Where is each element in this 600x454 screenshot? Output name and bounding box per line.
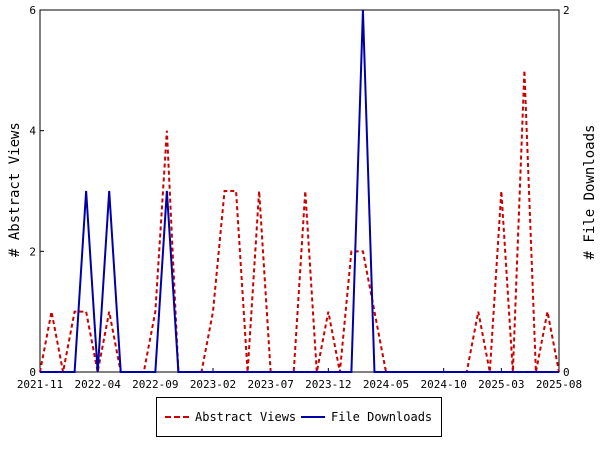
legend-item-abstract-views: Abstract Views	[165, 410, 296, 424]
y-left-axis-ticks: 0 2 4 6	[29, 4, 44, 379]
x-tick-label: 2025-08	[536, 378, 582, 391]
x-tick-label: 2024-10	[420, 378, 466, 391]
series-layer	[39, 9, 560, 373]
x-tick-label: 2023-07	[247, 378, 293, 391]
x-tick-label: 2023-02	[190, 378, 236, 391]
y-axis-left-label: # Abstract Views	[7, 122, 23, 257]
x-tick-label: 2022-09	[132, 378, 178, 391]
y-axis-right-label: # File Downloads	[582, 124, 598, 260]
legend-swatch-file-downloads	[301, 415, 325, 418]
x-tick-label: 2024-05	[363, 378, 409, 391]
y-left-tick-label: 6	[29, 4, 36, 17]
series-line-file-downloads	[40, 9, 559, 373]
x-tick-label: 2023-12	[305, 378, 351, 391]
y-left-tick-label: 2	[29, 245, 36, 258]
x-tick-label: 2022-04	[74, 378, 121, 391]
y-right-tick-label: 0	[563, 366, 570, 379]
y-right-tick-label: 2	[563, 4, 570, 17]
y-left-tick-label: 0	[29, 366, 36, 379]
x-tick-label: 2025-03	[478, 378, 524, 391]
y-right-axis-ticks: 02	[555, 4, 570, 379]
legend: Abstract Views File Downloads	[156, 397, 442, 437]
legend-swatch-abstract-views	[165, 415, 189, 418]
x-tick-label: 2021-11	[17, 378, 63, 391]
legend-label-abstract-views: Abstract Views	[195, 410, 297, 424]
legend-label-file-downloads: File Downloads	[331, 410, 433, 424]
y-left-tick-label: 4	[29, 125, 36, 138]
legend-item-file-downloads: File Downloads	[301, 410, 432, 424]
